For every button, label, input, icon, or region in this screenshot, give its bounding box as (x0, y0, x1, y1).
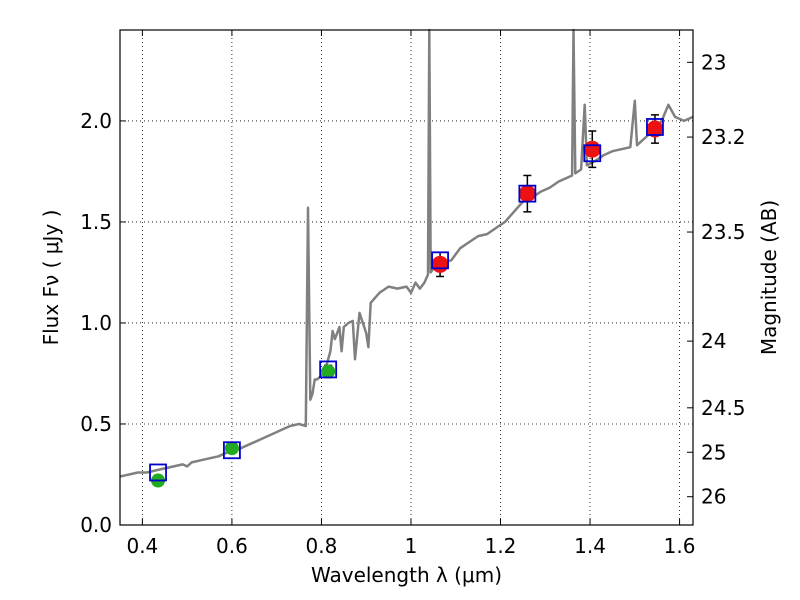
y2-tick-label: 23.2 (701, 125, 746, 149)
y-tick-label: 1.0 (80, 311, 112, 335)
x-tick-label: 0.4 (126, 534, 158, 558)
observed-point-nir (583, 140, 601, 158)
y2-tick-label: 23 (701, 50, 726, 74)
y-tick-label: 0.5 (80, 412, 112, 436)
x-tick-label: 0.8 (306, 534, 338, 558)
model-box (518, 184, 537, 203)
observed-point-nir (646, 120, 664, 138)
grid (120, 30, 693, 526)
x-tick-label: 1.2 (485, 534, 517, 558)
model-box (583, 144, 602, 163)
y2-tick-label: 23.5 (701, 220, 746, 244)
observed-point-optical (321, 364, 336, 379)
x-tick-label: 1.4 (574, 534, 606, 558)
spectrum-series (119, 28, 694, 478)
observed-point-nir (518, 185, 536, 203)
y-axis-title: Flux Fν ( μJy ) (39, 210, 63, 346)
model-box (319, 360, 338, 379)
y-tick-label: 0.0 (80, 513, 112, 537)
y2-axis-title: Magnitude (AB) (757, 200, 781, 355)
y2-tick-label: 25 (701, 440, 726, 464)
x-axis-title: Wavelength λ (μm) (311, 563, 502, 587)
model-box (646, 118, 664, 136)
observed-point-nir (431, 255, 449, 273)
y2-tick-label: 24.5 (701, 396, 746, 420)
error-bars (154, 114, 659, 486)
y-axis-ticks: 0.0 0.5 1.0 1.5 2.0 (80, 109, 126, 537)
observed-point-optical (224, 441, 239, 456)
y2-axis-ticks: 23 23.2 23.5 24 24.5 25 26 (687, 50, 746, 509)
x-tick-label: 1.6 (664, 534, 696, 558)
x-axis-ticks: 0.4 0.6 0.8 1 1.2 1.4 1.6 (126, 30, 695, 558)
model-boxes (149, 118, 664, 482)
x-tick-label: 1 (405, 534, 418, 558)
y-tick-label: 2.0 (80, 109, 112, 133)
x-tick-label: 0.6 (216, 534, 248, 558)
y-tick-label: 1.5 (80, 210, 112, 234)
spectrum-line (119, 28, 694, 478)
y2-tick-label: 24 (701, 329, 726, 353)
plot-area-frame (119, 29, 694, 526)
y2-tick-label: 26 (701, 485, 726, 509)
model-box (431, 251, 449, 270)
model-box (149, 463, 167, 482)
observed-points (151, 120, 664, 488)
model-box (223, 441, 241, 460)
